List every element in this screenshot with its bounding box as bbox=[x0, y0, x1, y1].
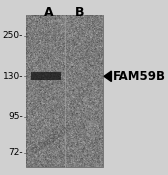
Text: FAM59B: FAM59B bbox=[113, 70, 166, 83]
Text: 72-: 72- bbox=[8, 148, 23, 158]
Text: A: A bbox=[44, 6, 53, 19]
Text: © ProSci Inc.: © ProSci Inc. bbox=[30, 121, 75, 157]
Bar bbox=[26, 15, 103, 167]
Polygon shape bbox=[104, 71, 111, 82]
Text: B: B bbox=[75, 6, 85, 19]
Text: 95-: 95- bbox=[8, 112, 23, 121]
Text: 130-: 130- bbox=[3, 72, 23, 81]
Text: 250-: 250- bbox=[3, 31, 23, 40]
